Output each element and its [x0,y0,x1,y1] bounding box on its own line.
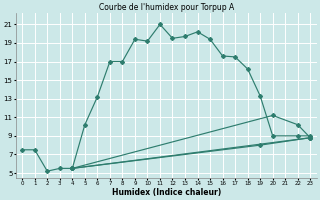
Title: Courbe de l'humidex pour Torpup A: Courbe de l'humidex pour Torpup A [99,3,234,12]
X-axis label: Humidex (Indice chaleur): Humidex (Indice chaleur) [112,188,221,197]
